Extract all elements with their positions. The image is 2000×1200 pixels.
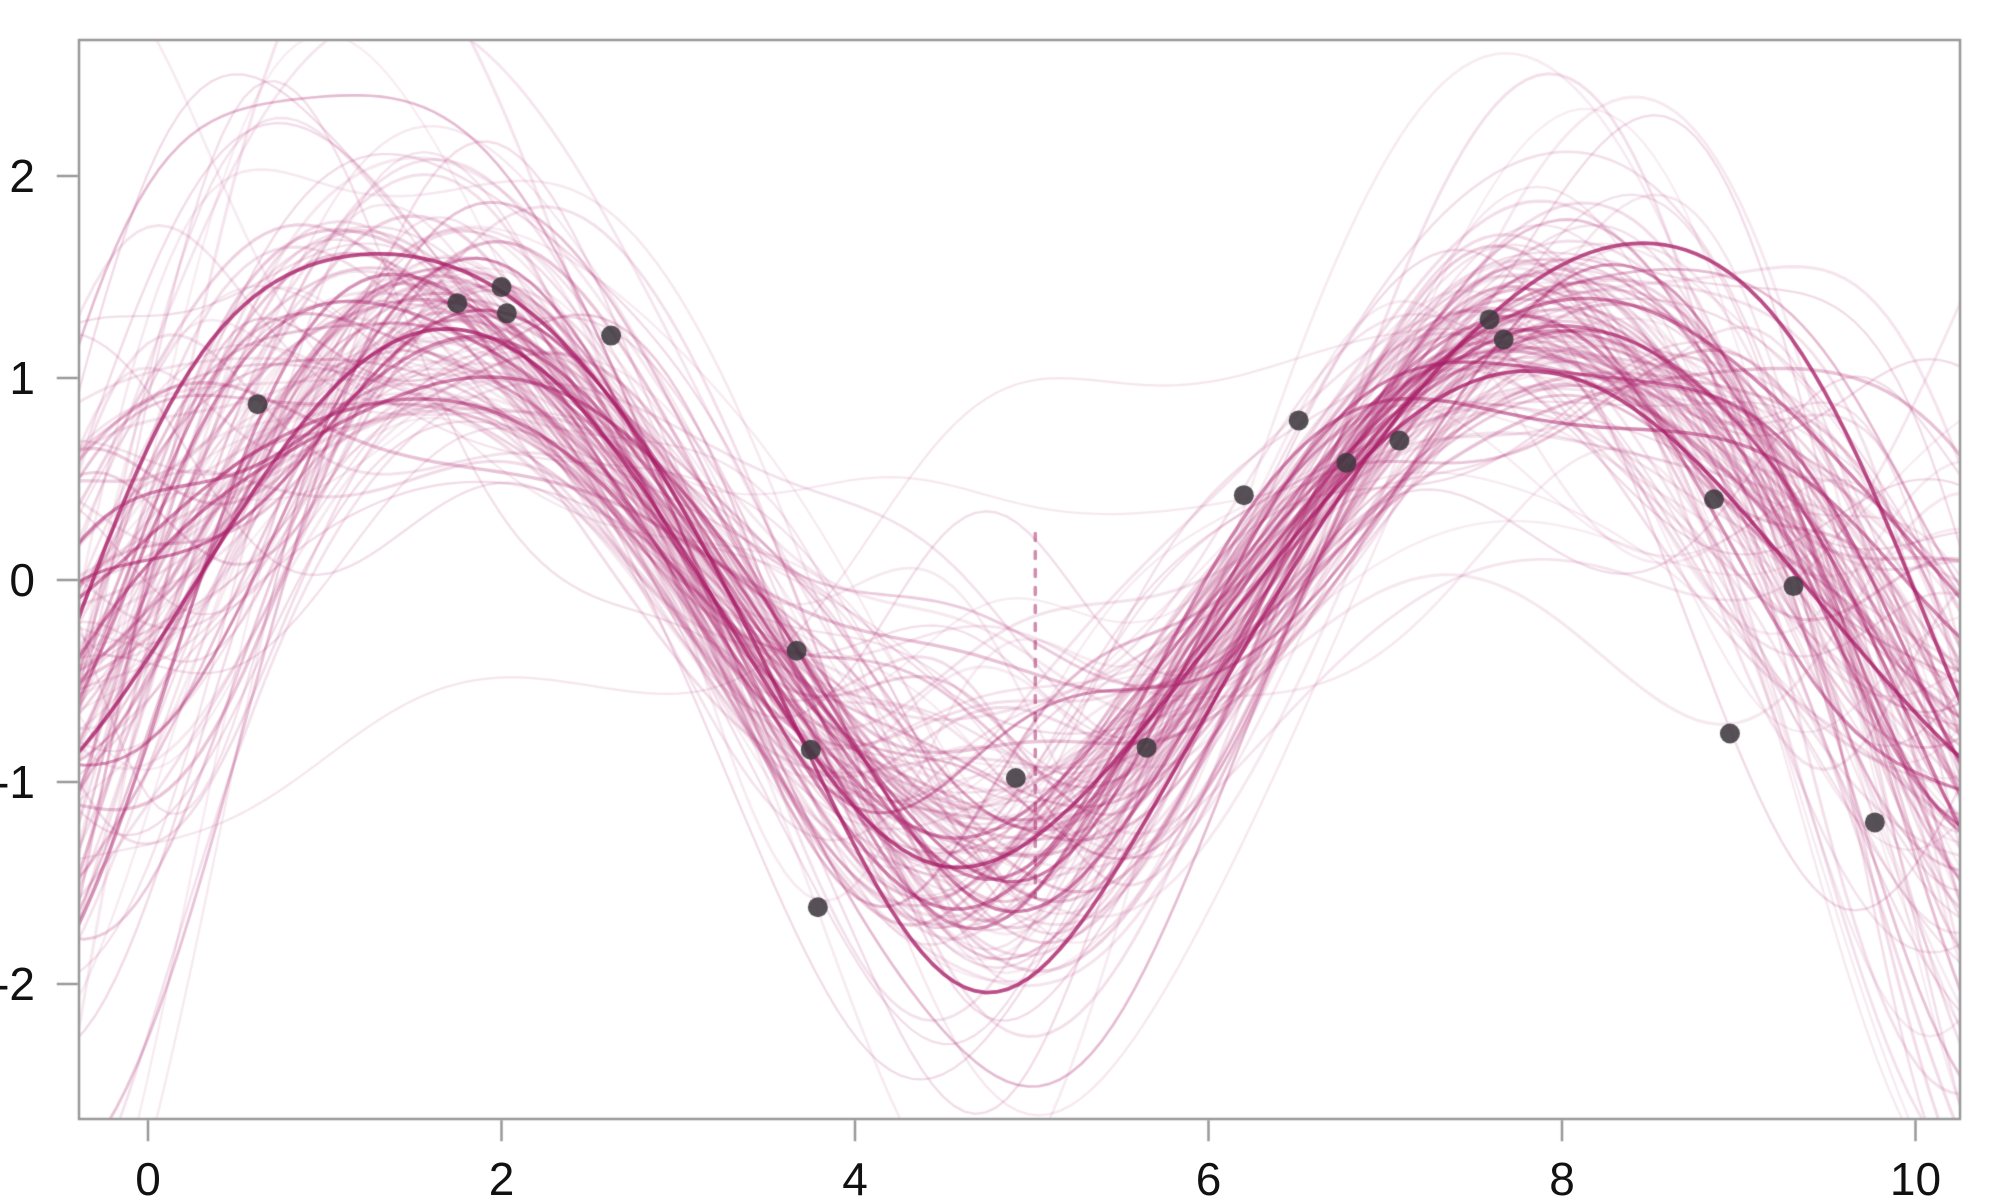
y-tick-label: 0: [9, 554, 35, 606]
x-tick-label: 2: [488, 1153, 515, 1200]
x-tick-label: 4: [842, 1153, 868, 1200]
x-tick-label: 8: [1549, 1153, 1575, 1200]
y-tick-label: 1: [9, 352, 35, 404]
y-tick-label: -1: [0, 756, 35, 808]
x-tick-label: 0: [135, 1153, 161, 1200]
x-tick-label: 10: [1889, 1153, 1942, 1200]
y-tick-label: -2: [0, 958, 35, 1010]
x-tick-label: 6: [1195, 1153, 1222, 1200]
y-tick-label: 2: [9, 150, 35, 202]
